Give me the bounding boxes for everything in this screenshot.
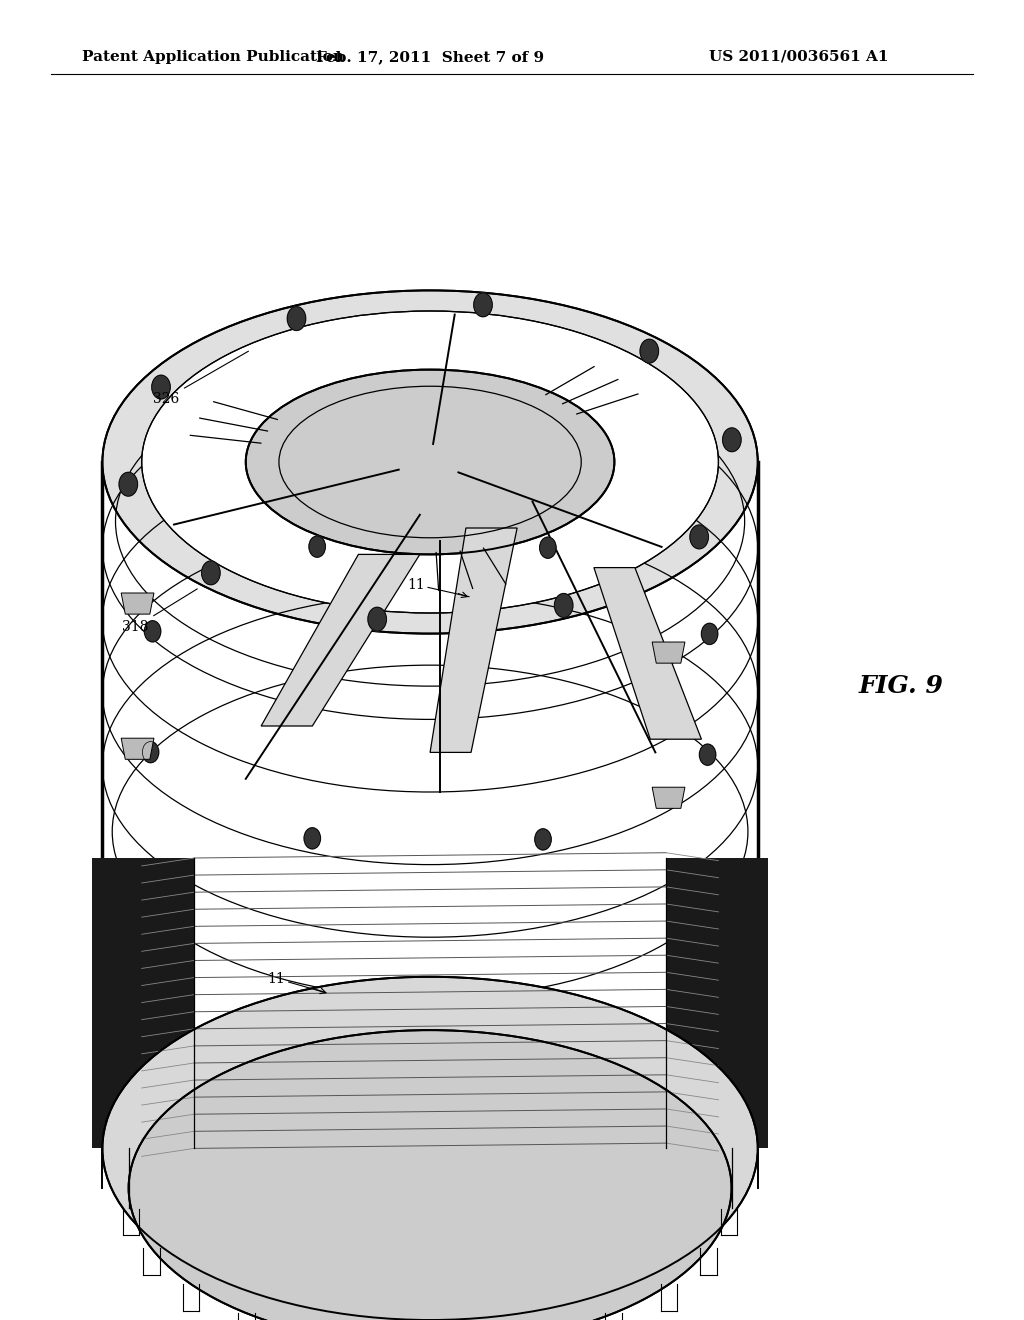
Text: 318: 318 <box>122 589 198 634</box>
Ellipse shape <box>129 1030 731 1320</box>
Circle shape <box>535 829 551 850</box>
Circle shape <box>304 828 321 849</box>
Circle shape <box>540 537 556 558</box>
Circle shape <box>640 339 658 363</box>
Circle shape <box>142 742 159 763</box>
Polygon shape <box>594 568 701 739</box>
Text: 11: 11 <box>408 578 425 591</box>
Circle shape <box>554 594 572 618</box>
Circle shape <box>723 428 741 451</box>
Circle shape <box>699 744 716 766</box>
Text: Feb. 17, 2011  Sheet 7 of 9: Feb. 17, 2011 Sheet 7 of 9 <box>316 50 544 63</box>
Text: US 2011/0036561 A1: US 2011/0036561 A1 <box>709 50 889 63</box>
Circle shape <box>309 536 326 557</box>
Text: FIG. 9: FIG. 9 <box>859 675 943 698</box>
Circle shape <box>202 561 220 585</box>
Circle shape <box>368 607 386 631</box>
Ellipse shape <box>246 370 614 554</box>
Polygon shape <box>430 528 517 752</box>
Ellipse shape <box>102 290 758 634</box>
Polygon shape <box>92 858 195 1148</box>
Circle shape <box>152 375 170 399</box>
Ellipse shape <box>102 977 758 1320</box>
Circle shape <box>144 620 161 642</box>
Circle shape <box>288 306 306 330</box>
Text: Patent Application Publication: Patent Application Publication <box>82 50 344 63</box>
Text: 11: 11 <box>267 973 285 986</box>
Polygon shape <box>652 787 685 808</box>
Polygon shape <box>121 593 154 614</box>
Polygon shape <box>261 554 420 726</box>
Text: 326: 326 <box>153 351 249 405</box>
Circle shape <box>119 473 137 496</box>
Polygon shape <box>666 858 768 1148</box>
Polygon shape <box>121 738 154 759</box>
Ellipse shape <box>141 312 719 612</box>
Circle shape <box>690 525 709 549</box>
Circle shape <box>474 293 493 317</box>
Polygon shape <box>652 642 685 663</box>
Circle shape <box>701 623 718 644</box>
